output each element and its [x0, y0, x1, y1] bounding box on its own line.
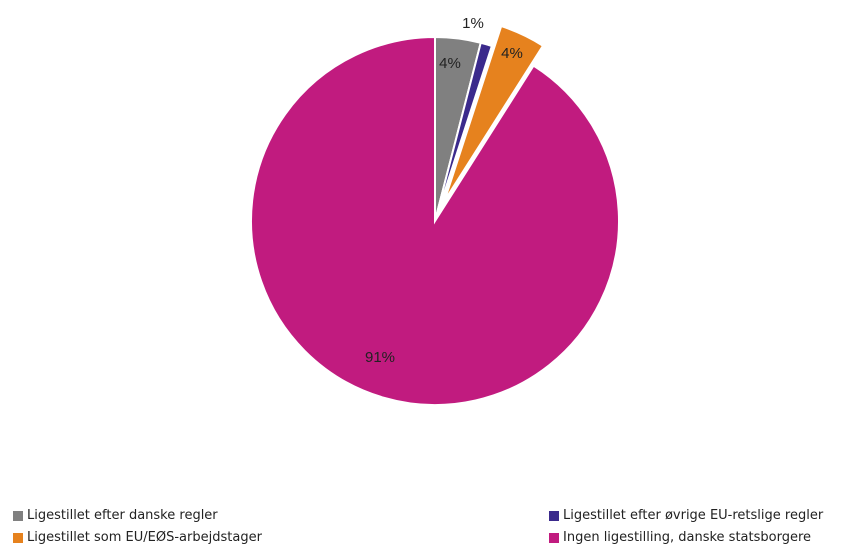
legend-item: Ingen ligestilling, danske statsborgere — [549, 530, 811, 545]
legend-item: Ligestillet efter danske regler — [13, 508, 218, 523]
pie-slice — [443, 24, 545, 202]
slice-data-label: 4% — [501, 45, 523, 62]
legend-item: Ligestillet som EU/EØS-arbejdstager — [13, 530, 262, 545]
legend-label: Ingen ligestilling, danske statsborgere — [563, 530, 812, 545]
pie-slice — [250, 35, 620, 406]
legend-item: Ligestillet efter øvrige EU-retslige reg… — [549, 508, 823, 523]
slice-data-label: 91% — [365, 349, 395, 366]
legend-swatch — [549, 510, 559, 521]
legend-label: Ligestillet efter danske regler — [27, 508, 218, 523]
pie-chart: 4% 1% 4% 91% — [250, 15, 620, 406]
legend-label: Ligestillet som EU/EØS-arbejdstager — [27, 530, 262, 545]
legend-label: Ligestillet efter øvrige EU-retslige reg… — [563, 508, 824, 523]
pie-slice — [434, 41, 494, 222]
slice-data-label: 1% — [462, 15, 484, 32]
legend-swatch — [13, 510, 23, 521]
legend-swatch — [13, 532, 23, 543]
legend-swatch — [549, 532, 559, 543]
slice-data-label: 4% — [439, 55, 461, 72]
